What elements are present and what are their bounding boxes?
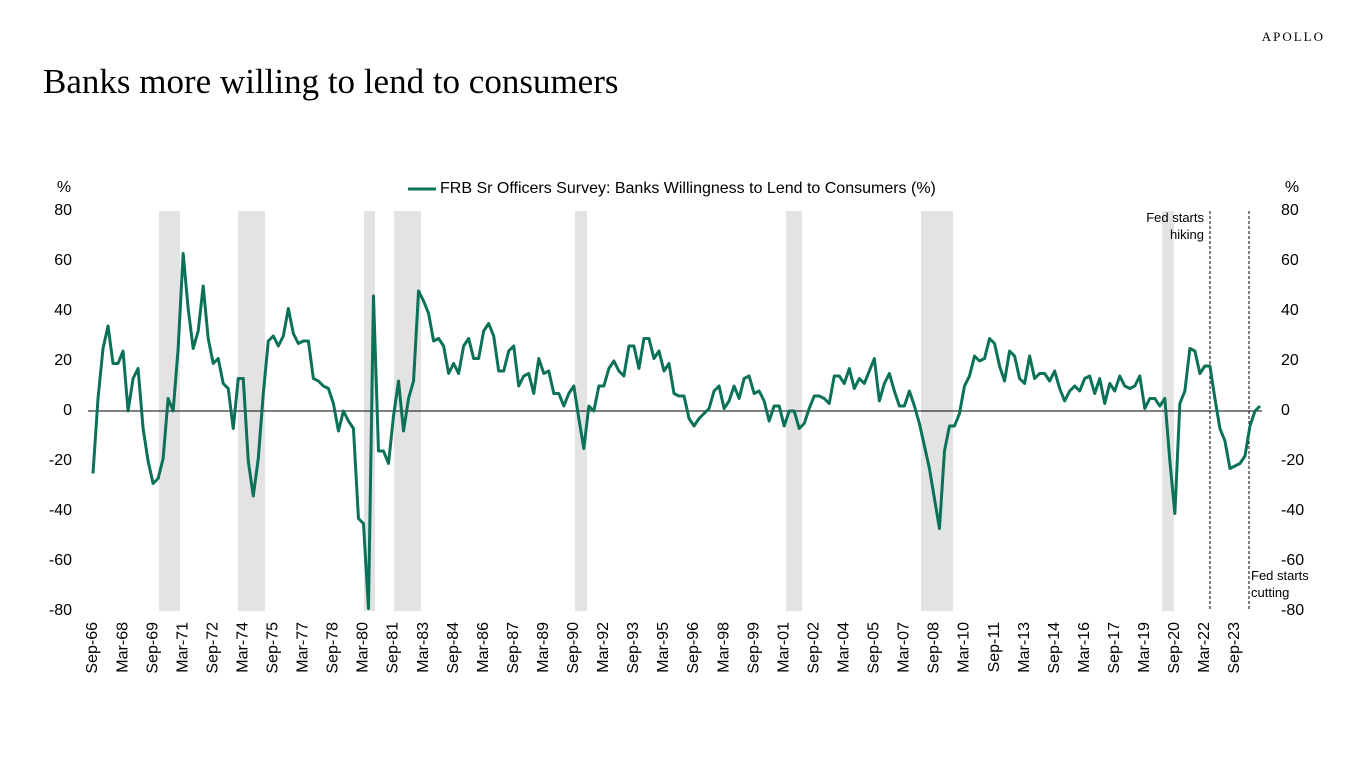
y2-tick-label: -60 [1281, 552, 1304, 569]
brand: APOLLO [1262, 29, 1325, 44]
x-tick-label: Sep-66 [84, 622, 101, 674]
x-tick-label: Mar-95 [655, 622, 672, 673]
y2-tick-label: 80 [1281, 202, 1299, 219]
x-tick-label: Sep-75 [265, 622, 282, 674]
y-tick-label: 0 [63, 402, 72, 419]
y-tick-label: 40 [54, 302, 72, 319]
x-tick-label: Mar-71 [174, 622, 191, 673]
x-tick-label: Sep-05 [866, 622, 883, 674]
y-tick-label: 80 [54, 202, 72, 219]
x-tick-label: Mar-13 [1016, 622, 1033, 673]
y2-axis-label: % [1285, 179, 1299, 196]
x-tick-label: Mar-16 [1076, 622, 1093, 673]
x-tick-label: Sep-14 [1046, 622, 1063, 674]
x-tick-label: Sep-11 [986, 622, 1003, 673]
y2-tick-label: 20 [1281, 352, 1299, 369]
x-tick-label: Mar-01 [775, 622, 792, 673]
x-tick-label: Sep-02 [805, 622, 822, 674]
y-tick-label: 60 [54, 252, 72, 269]
x-tick-label: Mar-89 [535, 622, 552, 673]
y-tick-label: -20 [49, 452, 72, 469]
x-tick-label: Sep-84 [445, 622, 462, 674]
x-tick-label: Mar-83 [415, 622, 432, 673]
x-tick-label: Mar-19 [1136, 622, 1153, 673]
x-tick-label: Sep-72 [204, 622, 221, 674]
y2-tick-label: -40 [1281, 502, 1304, 519]
x-tick-label: Mar-92 [595, 622, 612, 673]
annotation: Fed starts cutting [1251, 568, 1309, 600]
y-axis-label: % [57, 179, 71, 196]
annotation: Fed starts hiking [1146, 210, 1204, 242]
y2-tick-label: 0 [1281, 402, 1290, 419]
x-tick-label: Sep-93 [625, 622, 642, 674]
x-tick-label: Sep-90 [565, 622, 582, 674]
x-tick-label: Mar-04 [836, 622, 853, 673]
y-tick-label: 20 [54, 352, 72, 369]
y-tick-label: -80 [49, 602, 72, 619]
x-tick-label: Sep-69 [144, 622, 161, 674]
x-tick-label: Mar-80 [355, 622, 372, 673]
x-tick-label: Sep-17 [1106, 622, 1123, 674]
chart-title: Banks more willing to lend to consumers [43, 62, 618, 101]
series-line [91, 252, 1262, 610]
y2-tick-label: -20 [1281, 452, 1304, 469]
y2-tick-label: 40 [1281, 302, 1299, 319]
x-tick-label: Mar-98 [715, 622, 732, 673]
y2-tick-label: 60 [1281, 252, 1299, 269]
x-tick-label: Sep-20 [1166, 622, 1183, 674]
x-tick-label: Sep-08 [926, 622, 943, 674]
x-tick-label: Mar-07 [896, 622, 913, 673]
x-tick-label: Mar-77 [295, 622, 312, 673]
y2-tick-label: -80 [1281, 602, 1304, 619]
x-tick-label: Mar-74 [234, 622, 251, 673]
x-tick-label: Mar-86 [475, 622, 492, 673]
x-tick-label: Sep-81 [385, 622, 402, 674]
x-tick-label: Mar-68 [114, 622, 131, 673]
y-tick-label: -60 [49, 552, 72, 569]
x-tick-label: Sep-87 [505, 622, 522, 674]
x-tick-label: Sep-96 [685, 622, 702, 674]
x-tick-label: Sep-99 [745, 622, 762, 674]
x-tick-label: Mar-10 [956, 622, 973, 673]
x-tick-label: Mar-22 [1196, 622, 1213, 673]
x-tick-label: Sep-78 [325, 622, 342, 674]
x-tick-label: Sep-23 [1226, 622, 1243, 674]
y-tick-label: -40 [49, 502, 72, 519]
legend-label: FRB Sr Officers Survey: Banks Willingnes… [440, 180, 936, 197]
